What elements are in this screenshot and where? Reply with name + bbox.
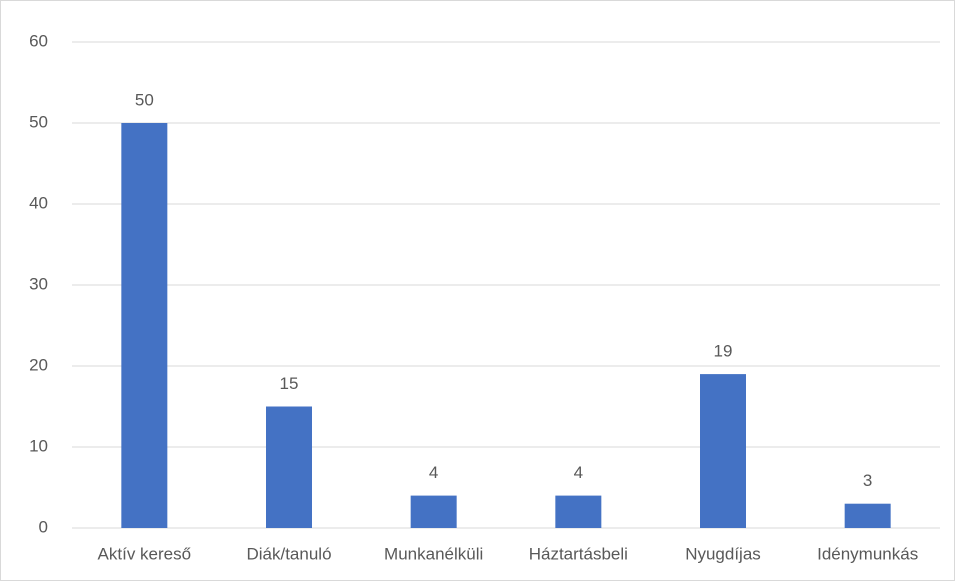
x-tick-label: Nyugdíjas bbox=[685, 544, 761, 563]
x-tick-label: Háztartásbeli bbox=[529, 544, 628, 563]
x-tick-label: Diák/tanuló bbox=[246, 544, 331, 563]
data-label: 4 bbox=[429, 463, 438, 482]
y-tick-label: 50 bbox=[29, 112, 48, 131]
x-tick-label: Munkanélküli bbox=[384, 544, 483, 563]
data-label: 3 bbox=[863, 471, 872, 490]
data-label: 19 bbox=[714, 342, 733, 361]
y-tick-label: 60 bbox=[29, 31, 48, 50]
y-tick-label: 20 bbox=[29, 355, 48, 374]
x-tick-label: Aktív kereső bbox=[98, 544, 192, 563]
data-label: 15 bbox=[280, 374, 299, 393]
data-label: 4 bbox=[574, 463, 583, 482]
bar bbox=[700, 374, 746, 528]
y-tick-label: 40 bbox=[29, 193, 48, 212]
bar bbox=[266, 406, 312, 528]
y-tick-label: 10 bbox=[29, 436, 48, 455]
data-label: 50 bbox=[135, 90, 154, 109]
bar bbox=[844, 503, 891, 528]
bar bbox=[555, 495, 602, 528]
x-tick-label: Idénymunkás bbox=[817, 544, 918, 563]
bar bbox=[121, 123, 168, 528]
y-tick-label: 30 bbox=[29, 274, 48, 293]
bar bbox=[410, 495, 457, 528]
y-tick-label: 0 bbox=[39, 517, 48, 536]
